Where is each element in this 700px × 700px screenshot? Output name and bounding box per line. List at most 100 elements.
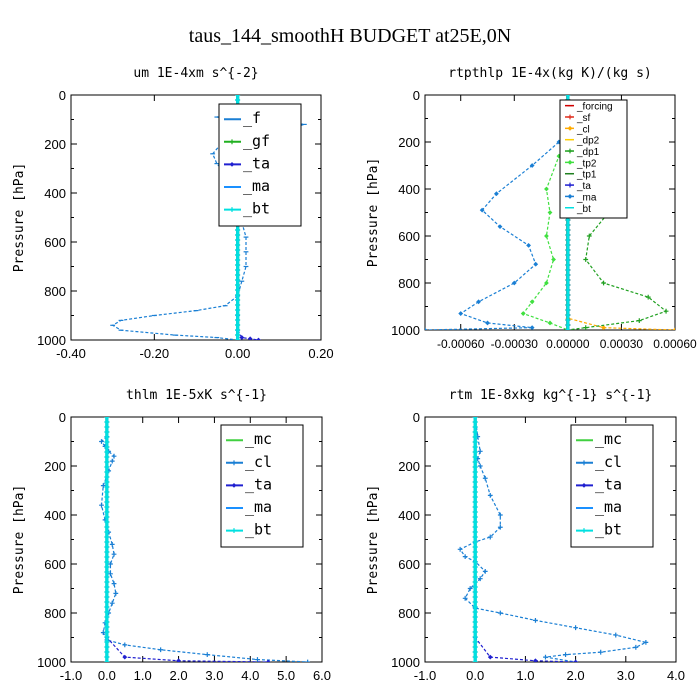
legend-marker	[581, 528, 587, 533]
series-point-bt	[104, 554, 110, 560]
series-point-bt	[472, 474, 478, 480]
series-point-bt	[235, 262, 241, 268]
series-line-cl	[100, 436, 308, 662]
x-tick-label: -0.40	[56, 346, 86, 361]
series-point-bt	[235, 317, 241, 323]
y-tick-label: 800	[44, 284, 66, 299]
series-point-bt	[104, 544, 110, 550]
series-point-cl	[99, 502, 104, 508]
series-point-bt	[472, 599, 478, 605]
series-point-bt	[472, 614, 478, 620]
legend-marker	[567, 125, 573, 131]
panel-2: rtpthlp 1E-4x(kg K)/(kg s) Pressure [hPa]…	[366, 66, 697, 351]
series-point-bt	[472, 519, 478, 525]
series-point-cl	[563, 652, 568, 658]
series-point-dp1	[663, 308, 669, 314]
series-point-bt	[104, 529, 110, 535]
series-point-bt	[472, 454, 478, 460]
series-point-ta	[122, 654, 128, 660]
series-point-bt	[235, 307, 241, 313]
legend-label: _mc	[245, 430, 272, 448]
series-point-dp1	[636, 318, 642, 323]
x-tick-label: 6.0	[313, 668, 331, 683]
series-point-cl	[457, 546, 463, 552]
y-tick-label: 400	[44, 186, 66, 201]
legend: _mc _cl _ta _ma _bt	[570, 424, 654, 548]
series-point-tp2	[544, 233, 549, 239]
series-point-ta	[573, 659, 578, 662]
y-tick-label: 200	[44, 137, 66, 152]
legend-label: _gf	[243, 132, 270, 150]
series-point-cl	[477, 576, 483, 582]
series-point-bt	[104, 439, 110, 445]
series-point-cl	[100, 483, 106, 488]
series-point-bt	[472, 514, 478, 520]
series-point-bt	[235, 237, 241, 243]
series-point-tp2	[551, 257, 556, 262]
legend-label: _ta	[245, 475, 272, 493]
x-tick-label: 2.0	[170, 668, 188, 683]
legend-label: _ta	[576, 181, 591, 192]
series-point-cl	[467, 586, 473, 591]
legend-label: _tp2	[576, 158, 597, 169]
y-axis-label: Pressure [hPa]	[12, 485, 27, 595]
legend-marker	[567, 182, 573, 188]
legend-label: _ta	[595, 475, 622, 493]
y-tick-label: 400	[44, 508, 66, 523]
series-point-bt	[472, 499, 478, 505]
series-point-bt	[235, 302, 241, 308]
series-point-tp2	[529, 299, 535, 305]
x-tick-label: 0.0	[98, 668, 116, 683]
legend-marker	[229, 139, 235, 145]
legend-marker	[229, 161, 235, 167]
series-point-ta	[256, 337, 261, 340]
series-point-bt	[472, 629, 478, 635]
series-point-bt	[235, 292, 241, 298]
series-point-bt	[472, 529, 478, 535]
y-tick-label: 0	[59, 88, 66, 103]
series-point-bt	[472, 659, 478, 662]
series-point-bt	[235, 252, 241, 258]
series-point-bt	[472, 524, 478, 530]
series-point-ta	[247, 336, 253, 340]
legend-label: _bt	[576, 204, 591, 215]
series-point-cl	[111, 581, 117, 586]
series-point-bt	[104, 494, 110, 500]
panel-title: thlm 1E-5xK s^{-1}	[126, 388, 267, 403]
series-point-cl	[497, 610, 503, 616]
x-tick-label: 5.0	[277, 668, 295, 683]
x-tick-label: -1.0	[414, 668, 436, 683]
series-point-dp1	[586, 233, 592, 239]
series-point-bt	[104, 629, 110, 635]
legend-marker	[581, 460, 587, 466]
series-point-bt	[104, 454, 110, 460]
series-point-cl	[613, 632, 619, 638]
series-point-bt	[104, 514, 110, 520]
series-point-bt	[472, 584, 478, 590]
series-point-bt	[235, 322, 241, 328]
series-point-bt	[104, 519, 110, 525]
series-point-bt	[235, 332, 241, 338]
series-point-tp2	[544, 186, 549, 192]
x-tick-label: 2.0	[567, 668, 585, 683]
series-point-ma	[479, 207, 485, 213]
series-point-cl	[462, 595, 468, 601]
series-point-cl	[643, 640, 649, 645]
legend-label: _cl	[595, 453, 622, 471]
legend-label: _ma	[595, 498, 622, 516]
y-tick-label: 400	[398, 182, 420, 197]
series-point-bt	[104, 484, 110, 490]
series-point-bt	[472, 434, 478, 440]
series-point-cl	[497, 512, 503, 518]
y-tick-label: 600	[398, 229, 420, 244]
legend-label: _forcing	[576, 102, 613, 113]
series-point-bt	[472, 479, 478, 485]
series-point-bt	[104, 549, 110, 555]
series-point-bt	[472, 544, 478, 550]
series-point-bt	[104, 474, 110, 480]
series-group	[457, 417, 649, 662]
series-point-cl	[573, 625, 578, 631]
series-point-bt	[235, 247, 241, 253]
series-point-bt	[472, 417, 478, 420]
series-point-bt	[472, 444, 478, 450]
